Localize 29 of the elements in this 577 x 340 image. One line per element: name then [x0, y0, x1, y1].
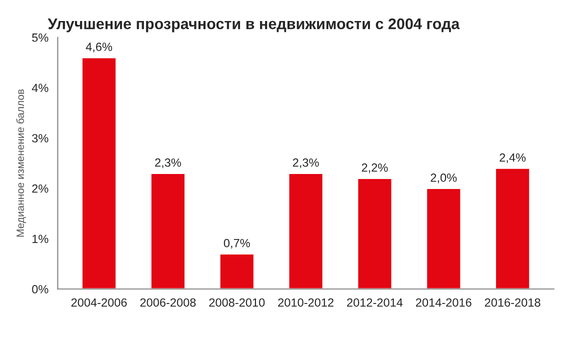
bar	[288, 172, 324, 289]
y-tick-label: 4%	[32, 84, 48, 92]
data-label: 2,2%	[362, 163, 388, 174]
data-label: 0,7%	[224, 238, 250, 249]
x-tick-label: 2010-2012	[278, 298, 334, 307]
x-tick-label: 2014-2016	[416, 298, 472, 307]
y-tick-label: 0%	[32, 285, 48, 294]
data-label: 2,3%	[292, 158, 319, 168]
bar	[150, 172, 186, 289]
y-tick-label: 3%	[32, 134, 48, 142]
y-tick-label: 2%	[32, 184, 48, 193]
data-label: 2,4%	[500, 153, 526, 164]
data-label: 2,3%	[155, 158, 182, 168]
chart-title: Улучшение прозрачности в недвижимости с 2004 года	[48, 18, 460, 32]
x-tick-label: 2008-2010	[209, 298, 265, 307]
data-label: 4,6%	[86, 42, 112, 52]
bar	[218, 253, 255, 289]
x-tick-label: 2016-2018	[484, 298, 540, 307]
bar	[81, 56, 117, 289]
x-tick-label: 2006-2008	[140, 298, 196, 307]
bar	[356, 178, 393, 289]
x-tick-label: 2004-2006	[71, 298, 127, 307]
y-tick-label: 5%	[32, 33, 48, 42]
y-axis-title: Медианное изменение баллов	[16, 89, 26, 237]
data-label: 2,0%	[430, 174, 457, 184]
y-tick-label: 1%	[32, 234, 48, 244]
bar	[494, 168, 530, 289]
bar	[426, 188, 462, 289]
x-tick-label: 2012-2014	[347, 298, 403, 307]
